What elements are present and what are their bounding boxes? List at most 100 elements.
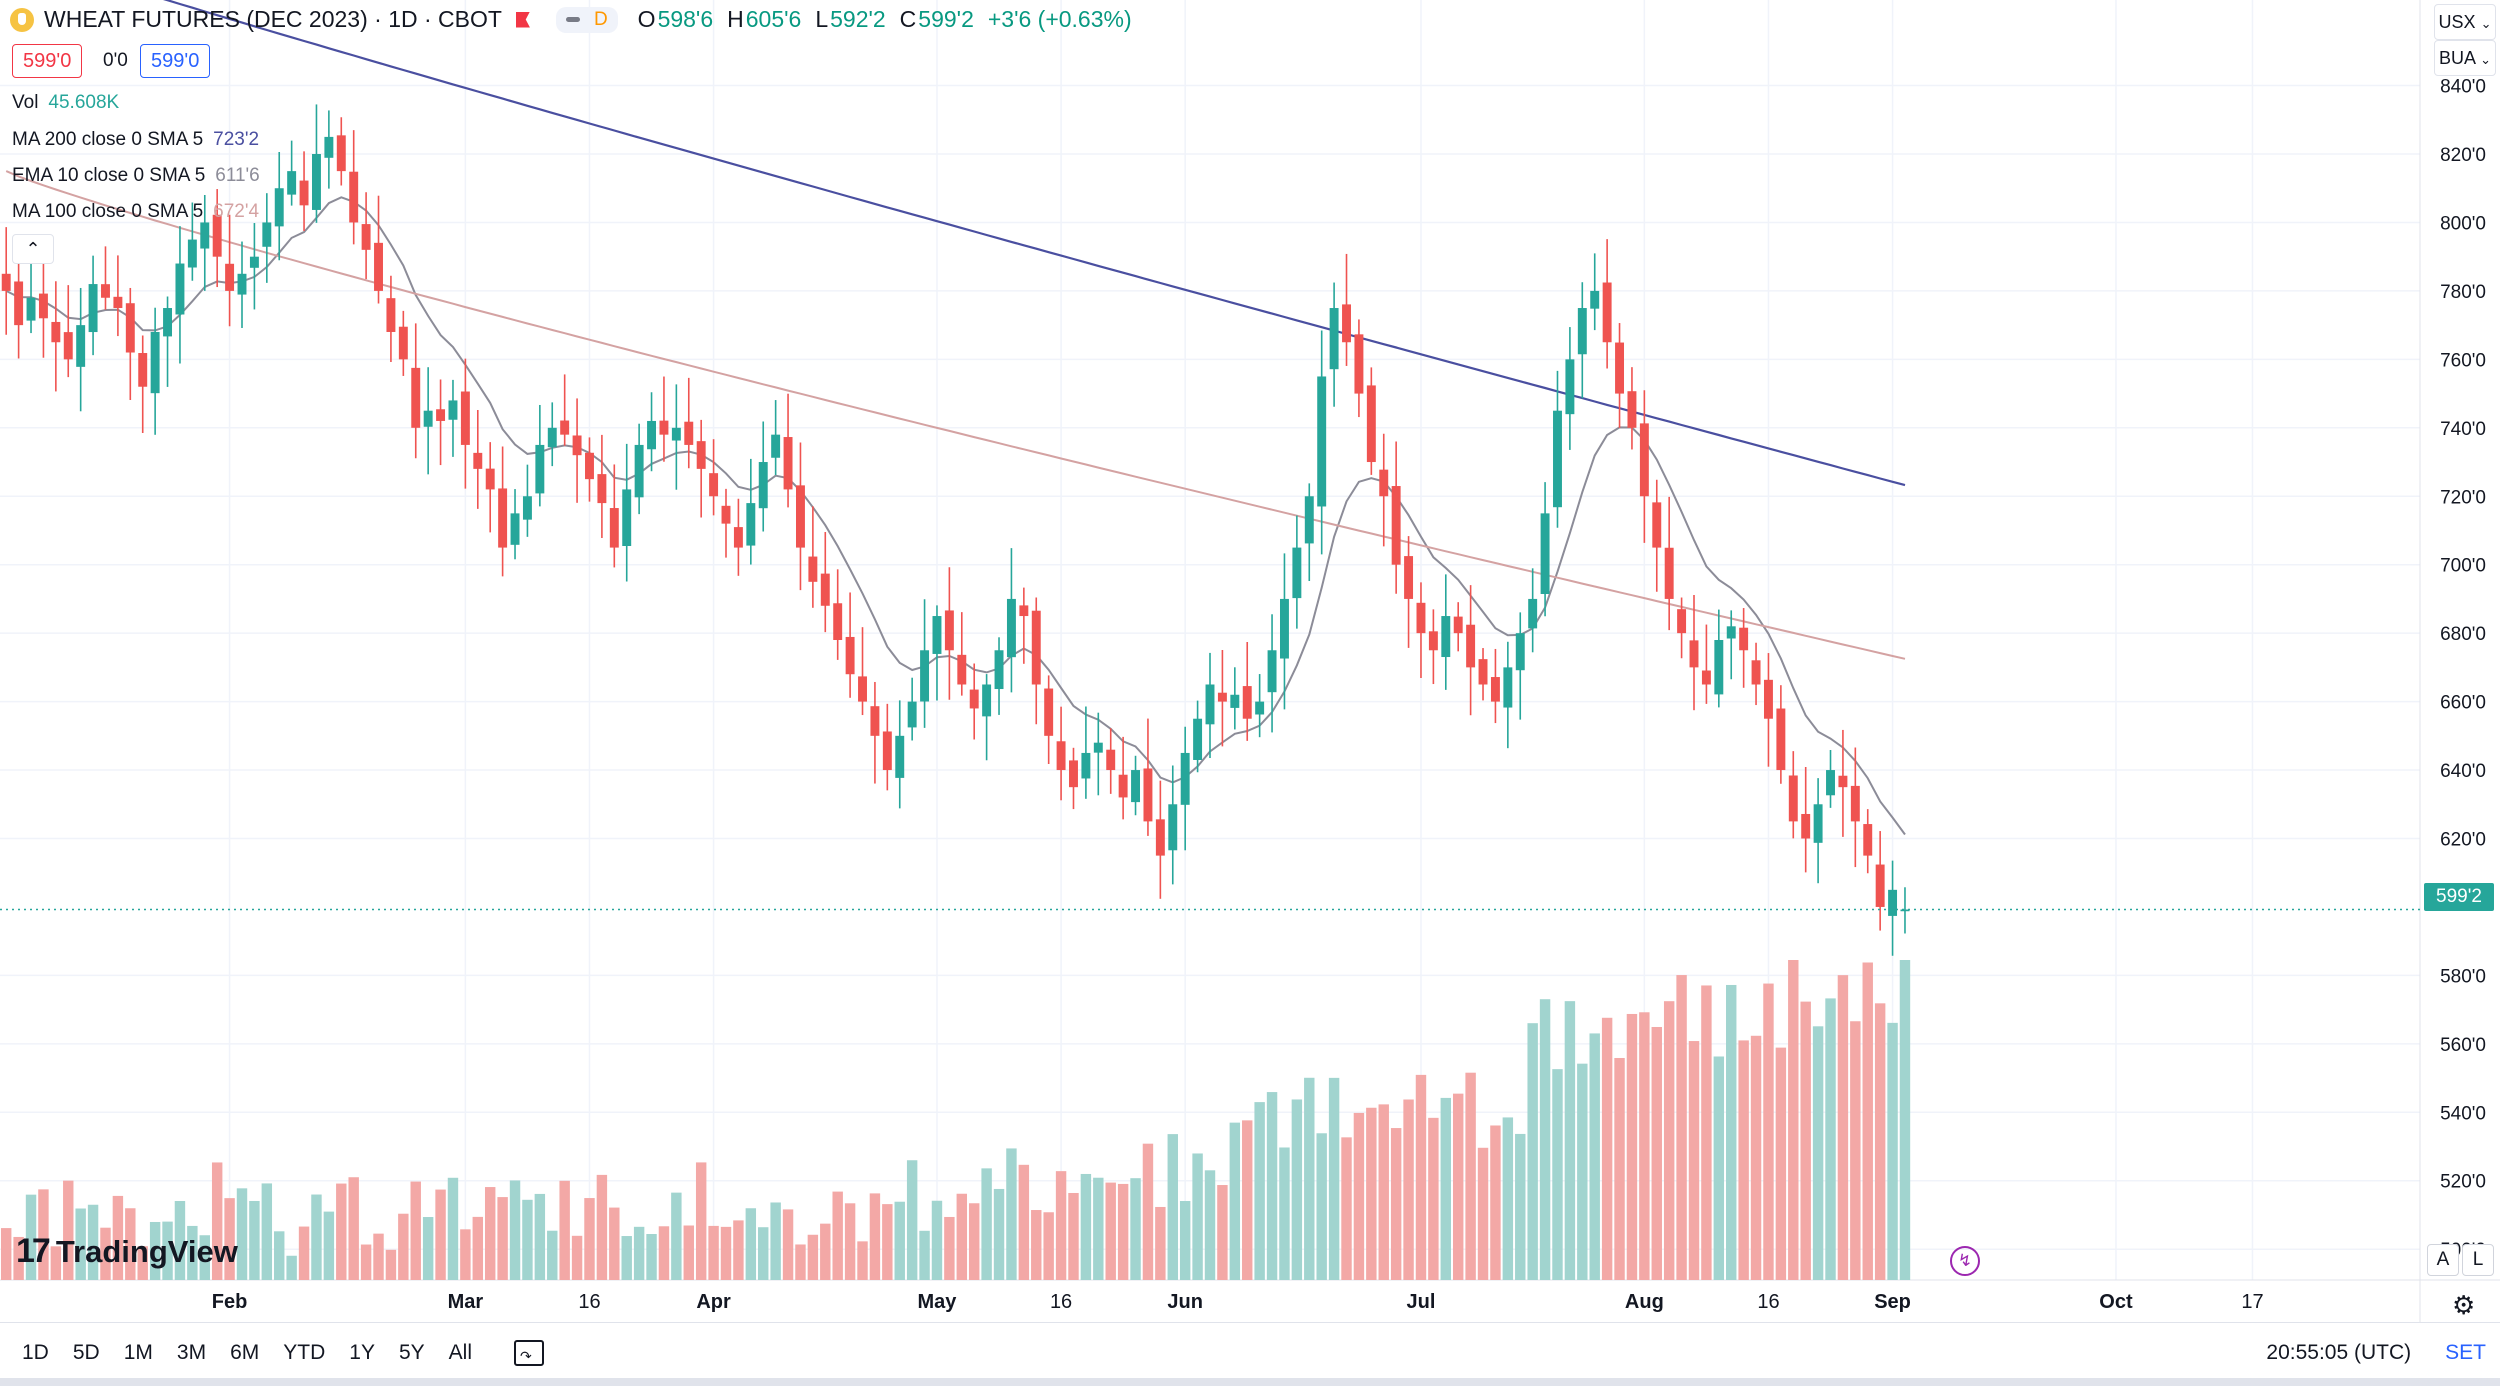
- legend-vol[interactable]: Vol 45.608K: [12, 92, 120, 113]
- candle: [609, 464, 619, 568]
- ohlc-label: C: [899, 6, 917, 32]
- candle: [696, 419, 706, 518]
- candle-body: [1242, 686, 1252, 719]
- candle: [783, 393, 793, 508]
- flag-icon[interactable]: [515, 11, 530, 28]
- candle-body: [1143, 768, 1153, 822]
- candle: [249, 223, 259, 310]
- legend-ma100[interactable]: MA 100 close 0 SMA 5 672'4: [12, 201, 260, 222]
- calendar-goto-icon[interactable]: ↷: [514, 1340, 544, 1366]
- volume-bar: [758, 1227, 769, 1280]
- bottom-strip: [0, 1378, 2500, 1386]
- candle-body: [597, 474, 607, 504]
- volume-bar: [944, 1216, 955, 1280]
- log-scale-button[interactable]: L: [2462, 1244, 2494, 1276]
- volume-bar: [1887, 1022, 1898, 1280]
- candle-body: [1826, 770, 1835, 796]
- volume-bar: [993, 1188, 1005, 1280]
- volume-bar: [534, 1193, 546, 1280]
- symbol-title[interactable]: WHEAT FUTURES (DEC 2023) · 1D · CBOT: [44, 6, 502, 32]
- candle-body: [1726, 626, 1736, 639]
- clock[interactable]: 20:55:05 (UTC): [2266, 1341, 2412, 1364]
- candle: [1453, 602, 1463, 652]
- candle-body: [386, 298, 396, 332]
- candle-body: [1019, 605, 1029, 617]
- candle-body: [572, 435, 582, 456]
- candle-body: [795, 485, 805, 548]
- volume-bar: [472, 1216, 484, 1280]
- volume-bar: [1899, 960, 1911, 1280]
- candle-body: [721, 505, 731, 524]
- candle-body: [448, 400, 458, 420]
- range-button-6m[interactable]: 6M: [230, 1341, 260, 1364]
- volume-bar: [1316, 1133, 1327, 1280]
- range-button-5d[interactable]: 5D: [72, 1341, 100, 1364]
- price-tick-label: 680'0: [2440, 624, 2486, 645]
- candle: [1441, 574, 1451, 690]
- candle: [1701, 624, 1711, 704]
- candle: [510, 489, 520, 560]
- volume-bar: [571, 1235, 583, 1280]
- range-button-1y[interactable]: 1Y: [349, 1341, 375, 1364]
- volume-bar: [174, 1200, 186, 1280]
- candle: [1267, 614, 1277, 733]
- volume-bar: [398, 1213, 409, 1280]
- candle: [187, 202, 197, 281]
- candle-body: [659, 420, 669, 435]
- price-chart[interactable]: 500'0520'0540'0560'0580'0620'0640'0660'0…: [0, 0, 2500, 1322]
- volume-bar: [1539, 999, 1551, 1280]
- sell-price-button[interactable]: 599'0: [12, 44, 83, 78]
- candle-body: [1069, 760, 1078, 788]
- candle: [560, 374, 570, 446]
- legend-ema10[interactable]: EMA 10 close 0 SMA 5 611'6: [12, 165, 260, 186]
- legend-ma200[interactable]: MA 200 close 0 SMA 5 723'2: [12, 129, 260, 150]
- range-button-ytd[interactable]: YTD: [283, 1341, 326, 1364]
- volume-bar: [187, 1225, 198, 1280]
- volume-bar: [447, 1177, 459, 1280]
- candle: [336, 117, 346, 186]
- range-button-3m[interactable]: 3M: [176, 1341, 207, 1364]
- range-button-1m[interactable]: 1M: [123, 1341, 153, 1364]
- chevron-up-icon: ⌃: [25, 239, 41, 259]
- candle: [498, 446, 508, 577]
- candle: [1900, 887, 1910, 934]
- candle-body: [1416, 602, 1426, 634]
- candle: [1602, 239, 1612, 369]
- volume-bar: [1589, 1033, 1600, 1280]
- range-button-1d[interactable]: 1D: [22, 1341, 49, 1364]
- volume-bar: [1353, 1112, 1365, 1280]
- candle: [1329, 282, 1339, 407]
- market-status-badge[interactable]: D: [555, 6, 618, 33]
- collapse-legend-button[interactable]: ⌃: [12, 234, 54, 264]
- candle: [163, 296, 173, 387]
- session-button[interactable]: SET: [2445, 1341, 2486, 1364]
- candle: [88, 255, 98, 356]
- volume-bar: [1341, 1137, 1352, 1280]
- volume-bar: [1130, 1178, 1141, 1280]
- candle-body: [1217, 692, 1227, 702]
- volume-bar: [422, 1217, 434, 1280]
- candle-body: [696, 441, 706, 469]
- candle-body: [225, 263, 235, 291]
- buy-price-button[interactable]: 599'0: [140, 44, 211, 78]
- unit-select[interactable]: BUA ⌄: [2434, 40, 2496, 76]
- moving-average-lines: [5, 0, 1906, 836]
- auto-scale-button[interactable]: A: [2427, 1244, 2459, 1276]
- candle-body: [808, 556, 818, 582]
- tradingview-logo[interactable]: 17 TradingView: [16, 1232, 238, 1270]
- settings-gear-icon[interactable]: ⚙: [2452, 1290, 2476, 1320]
- candle-body: [1888, 889, 1898, 916]
- candle: [225, 214, 235, 327]
- candle: [1180, 726, 1190, 851]
- candle-body: [1689, 640, 1699, 668]
- volume-bar: [1788, 960, 1799, 1280]
- ohlc-value: 605'6: [745, 6, 802, 32]
- candle: [1131, 755, 1141, 816]
- currency-select[interactable]: USX ⌄: [2434, 4, 2496, 40]
- candle: [1689, 595, 1699, 711]
- candle: [1875, 831, 1885, 931]
- lightning-icon[interactable]: ↯: [1950, 1246, 1980, 1276]
- range-button-5y[interactable]: 5Y: [398, 1341, 425, 1364]
- range-button-all[interactable]: All: [448, 1341, 472, 1364]
- volume-bar: [683, 1225, 694, 1280]
